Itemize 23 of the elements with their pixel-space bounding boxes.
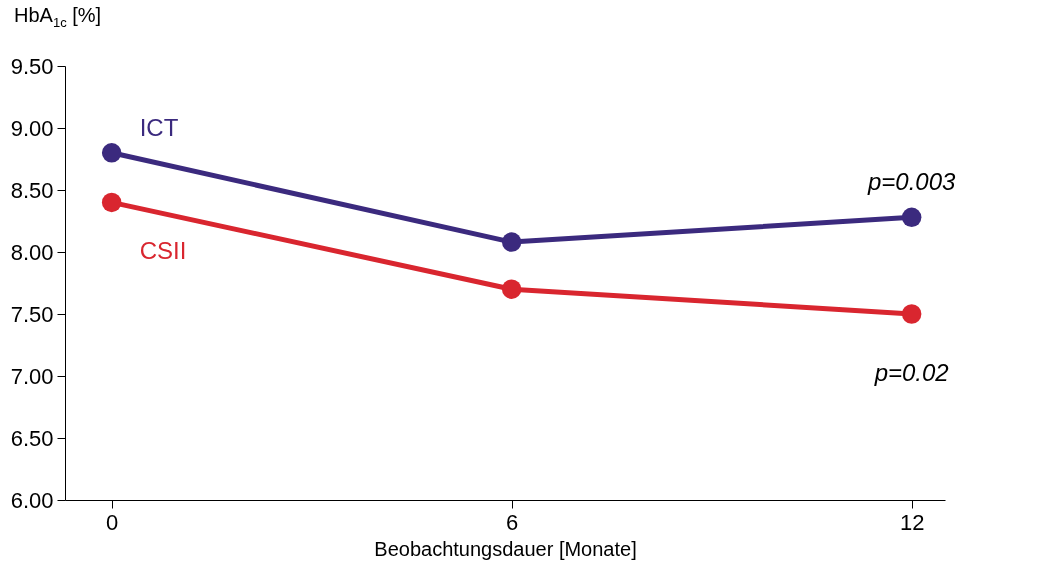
x-tick-label: 6 [506,509,519,535]
y-tick-label: 7.00 [10,363,54,389]
y-tick-label: 7.50 [10,301,54,327]
point [101,192,122,213]
y-tick-label: 8.50 [10,177,54,203]
x-tick-label: 12 [899,509,925,535]
series-label: CSII [139,237,187,265]
y-tick-label: 6.00 [10,487,54,513]
point [101,143,122,163]
series-label: ICT [139,113,179,141]
point [901,304,922,324]
annotation: p=0.003 [866,168,957,196]
point [501,279,522,299]
y-tick-label: 6.50 [10,425,54,451]
x-tick-label: 0 [106,509,119,535]
y-tick-label: 8.00 [10,239,54,265]
y-axis-title: HbA$_{1c}$ [%] [14,4,102,30]
y-tick-label: 9.00 [10,115,54,141]
point [501,232,522,252]
point [901,207,922,228]
annotation: p=0.02 [873,359,949,386]
x-axis-title: Beobachtungsdauer [Monate] [374,537,637,560]
y-tick-label: 9.50 [10,53,54,79]
